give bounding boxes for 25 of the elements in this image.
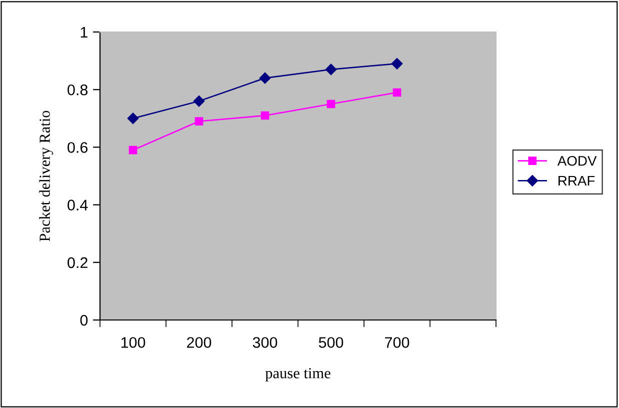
y-tick-label: 0.2: [68, 257, 88, 268]
y-tick-label: 0.4: [68, 200, 88, 210]
y-tick-label: 0: [80, 314, 88, 326]
point: [392, 88, 402, 97]
point: [128, 146, 138, 154]
point: [193, 96, 205, 107]
point: [194, 117, 204, 126]
y-tick-label: 1: [80, 27, 88, 38]
point: [127, 112, 139, 124]
y-tick-label: 0.8: [68, 84, 88, 96]
point: [391, 58, 403, 70]
legend-label: RRAF: [558, 176, 595, 186]
x-tick-label: 200: [187, 337, 212, 348]
y-axis-title: Packet delivery Ratio: [39, 110, 54, 242]
point: [259, 72, 271, 84]
x-axis-title: pause time: [265, 368, 330, 382]
x-tick-label: 700: [385, 337, 410, 348]
x-tick-label: 300: [252, 337, 278, 348]
point: [260, 111, 270, 120]
y-tick-label: 0.6: [68, 142, 88, 153]
x-tick-label: 500: [318, 337, 344, 348]
legend-label: AODV: [557, 156, 597, 166]
point: [326, 100, 336, 108]
x-tick-label: 100: [121, 337, 146, 348]
point: [325, 64, 337, 76]
